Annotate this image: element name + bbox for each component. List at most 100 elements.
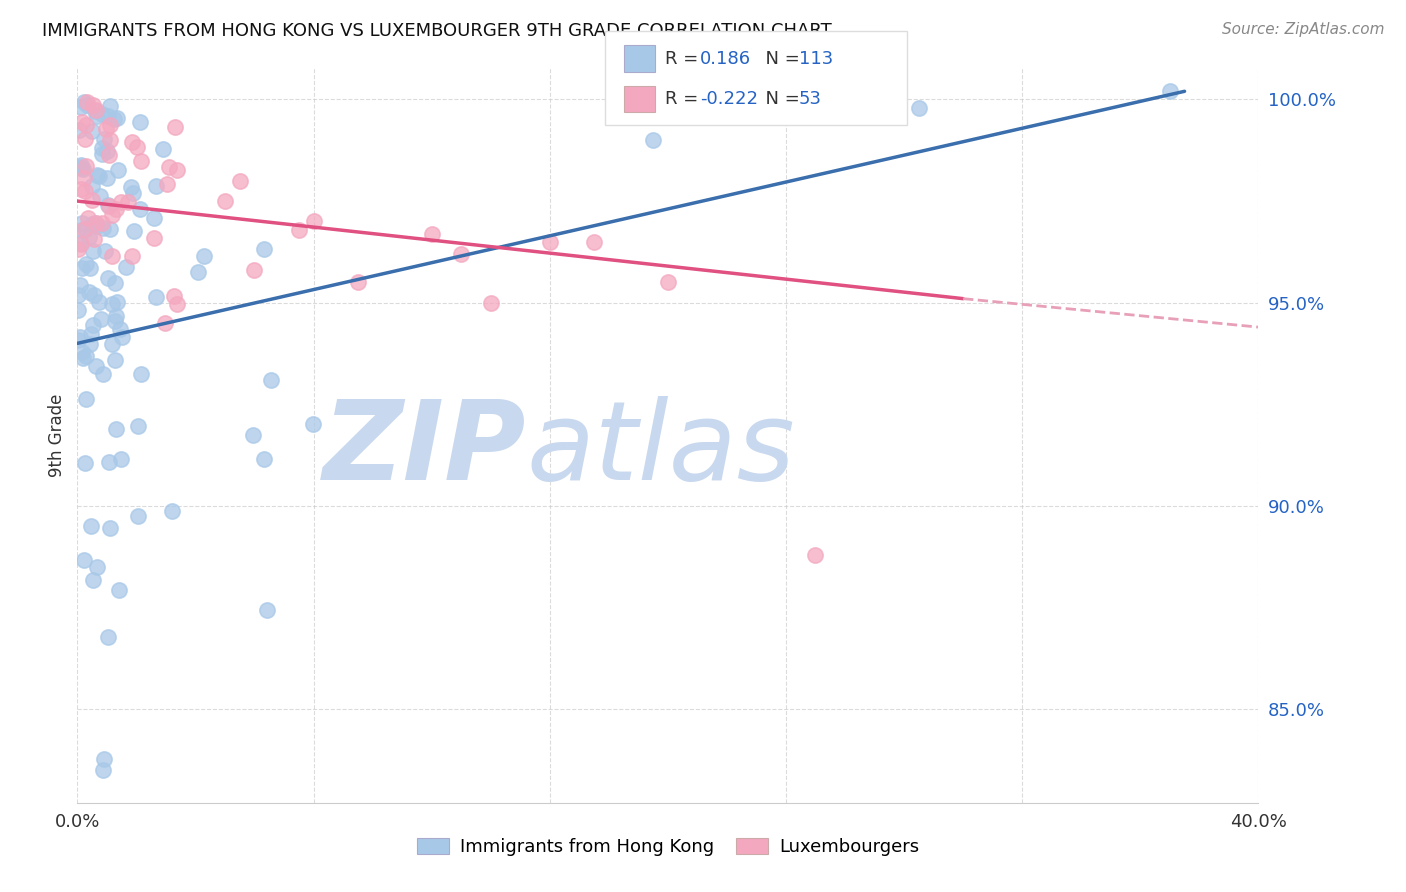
Point [242,427,264,442]
Point [302,214,325,228]
Point [93,752,115,766]
Point [90,216,112,230]
Point [193,249,215,263]
Point [90,147,112,161]
Point [100,296,122,310]
Point [91,763,114,777]
Point [105,112,128,126]
Point [260,373,283,387]
Point [83,288,105,302]
Point [75,159,97,173]
Point [101,337,124,351]
Point [96,144,118,158]
Point [91,367,114,381]
Text: R =: R = [665,90,704,108]
Point [97,455,120,469]
Point [121,249,143,263]
Text: 53: 53 [799,90,821,108]
Point [804,548,827,562]
Point [98,118,121,132]
Legend: Immigrants from Hong Kong, Luxembourgers: Immigrants from Hong Kong, Luxembourgers [409,831,927,863]
Point [69,329,91,343]
Point [98,521,121,535]
Point [76,98,98,112]
Point [243,263,266,277]
Point [96,170,118,185]
Point [153,316,176,330]
Point [97,271,120,285]
Point [110,451,132,466]
Point [105,295,128,310]
Point [166,297,188,311]
Point [69,161,91,175]
Point [86,168,108,182]
Point [70,345,93,359]
Point [111,330,134,344]
Point [90,311,112,326]
Point [100,249,122,263]
Point [86,559,108,574]
Point [346,276,368,290]
Text: Source: ZipAtlas.com: Source: ZipAtlas.com [1222,22,1385,37]
Point [643,133,665,147]
Point [91,107,114,121]
Point [69,158,91,172]
Text: 113: 113 [799,50,832,68]
Point [73,185,96,199]
Point [66,333,89,347]
Point [129,114,152,128]
Point [143,231,166,245]
Point [75,392,97,406]
Point [228,174,252,188]
Point [128,202,150,216]
Point [104,352,127,367]
Text: 0.186: 0.186 [700,50,751,68]
Point [105,310,128,324]
Point [125,140,148,154]
Point [107,582,129,597]
Point [89,189,111,203]
Point [100,208,122,222]
Point [104,277,127,291]
Point [301,417,323,431]
Point [72,162,94,177]
Point [105,202,128,216]
Point [166,162,188,177]
Point [70,223,93,237]
Point [70,161,93,176]
Point [80,519,103,533]
Point [583,235,606,249]
Point [75,119,97,133]
Point [908,101,931,115]
Point [253,451,276,466]
Point [93,131,115,145]
Point [143,211,166,226]
Point [91,220,114,235]
Point [73,95,96,110]
Text: atlas: atlas [526,396,794,503]
Point [163,120,186,135]
Point [657,276,679,290]
Point [76,95,98,110]
Point [156,178,179,192]
Point [70,216,93,230]
Point [75,349,97,363]
Point [69,277,91,292]
Point [73,221,96,235]
Point [70,115,93,129]
Point [152,142,174,156]
Point [73,553,96,567]
Point [117,194,139,209]
Point [80,193,103,207]
Point [104,314,127,328]
Point [66,303,89,318]
Point [82,124,104,138]
Point [98,99,121,113]
Point [145,290,167,304]
Point [420,227,443,241]
Text: -0.222: -0.222 [700,90,758,108]
Point [121,135,143,149]
Text: R =: R = [665,50,704,68]
Point [84,103,107,117]
Text: N =: N = [754,50,806,68]
